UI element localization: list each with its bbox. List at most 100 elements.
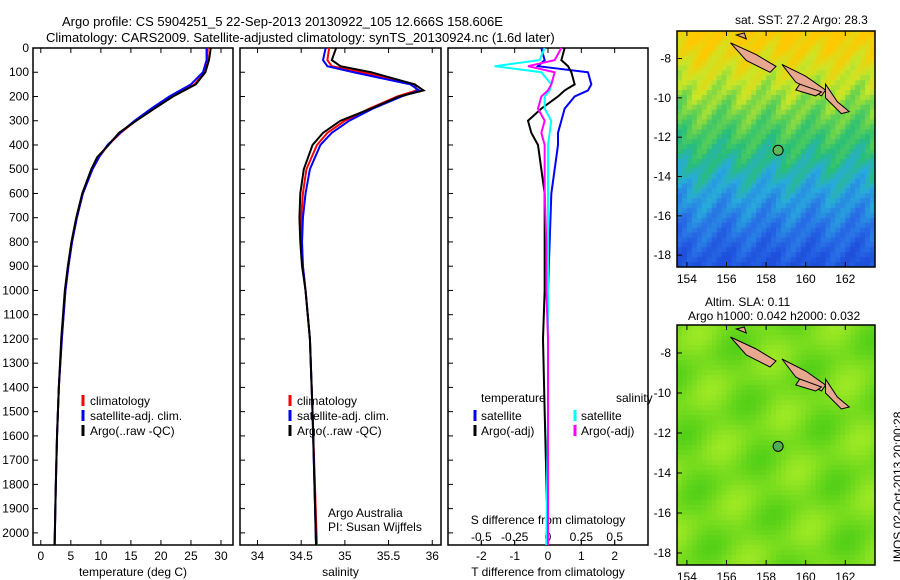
map-cell xyxy=(815,535,822,541)
map-cell xyxy=(756,445,762,451)
map-cell xyxy=(870,445,876,451)
map-cell xyxy=(771,475,777,481)
map-cell xyxy=(761,232,767,238)
map-cell xyxy=(731,168,737,175)
map-cell xyxy=(691,510,698,516)
map-cell xyxy=(706,375,713,381)
map-cell xyxy=(795,262,802,268)
map-cell xyxy=(711,90,718,96)
map-cell xyxy=(726,550,732,556)
map-cell xyxy=(790,139,797,145)
map-cell xyxy=(850,114,856,120)
map-cell xyxy=(741,163,747,170)
map-cell xyxy=(870,390,876,396)
map-cell xyxy=(805,335,812,341)
map-cell xyxy=(785,325,792,331)
map-cell xyxy=(736,50,742,57)
map-cell xyxy=(691,149,698,155)
map-cell xyxy=(805,134,812,140)
map-cell xyxy=(805,198,812,204)
map-cell xyxy=(701,555,708,561)
map-cell xyxy=(795,40,802,47)
map-cell xyxy=(870,119,876,125)
map-cell xyxy=(845,415,851,421)
map-cell xyxy=(711,60,718,66)
map-cell xyxy=(840,40,846,47)
map-cell xyxy=(870,114,876,120)
map-cell xyxy=(815,445,822,451)
map-cell xyxy=(711,149,718,155)
map-cell xyxy=(686,109,693,116)
map-cell xyxy=(766,40,772,47)
map-cell xyxy=(810,530,817,536)
map-cell xyxy=(776,80,782,86)
map-cell xyxy=(835,540,841,546)
map-cell xyxy=(830,45,836,52)
map-cell xyxy=(701,85,708,91)
map-cell xyxy=(790,325,797,331)
map-cell xyxy=(785,31,792,37)
map-cell xyxy=(677,435,683,441)
map-cell xyxy=(840,535,846,541)
map-cell xyxy=(746,188,752,194)
map-cell xyxy=(800,350,807,356)
map-cell xyxy=(835,212,841,219)
map-cell xyxy=(681,232,688,238)
map-cell xyxy=(696,530,703,536)
map-cell xyxy=(830,55,836,61)
map-cell xyxy=(795,183,802,189)
map-cell xyxy=(761,335,767,341)
map-cell xyxy=(766,203,772,209)
x-tick-label: 162 xyxy=(835,272,855,286)
map-cell xyxy=(790,515,797,521)
map-cell xyxy=(711,375,718,381)
map-cell xyxy=(721,35,727,42)
map-cell xyxy=(815,80,822,86)
map-cell xyxy=(726,515,732,521)
map-cell xyxy=(736,430,742,436)
map-cell xyxy=(870,50,876,57)
map-cell xyxy=(746,139,752,145)
map-cell xyxy=(790,262,797,268)
map-cell xyxy=(780,198,787,204)
map-cell xyxy=(780,247,787,253)
map-cell xyxy=(701,385,708,391)
map-cell xyxy=(850,94,856,101)
map-cell xyxy=(820,405,826,411)
map-cell xyxy=(741,70,747,76)
map-cell xyxy=(691,555,698,561)
map-cell xyxy=(677,153,683,160)
map-cell xyxy=(850,515,856,521)
map-cell xyxy=(706,153,713,160)
map-cell xyxy=(840,425,846,431)
map-cell xyxy=(771,340,777,346)
map-cell xyxy=(706,465,713,471)
map-cell xyxy=(766,375,772,381)
map-cell xyxy=(726,109,732,116)
map-cell xyxy=(860,124,866,130)
map-cell xyxy=(721,193,727,199)
map-cell xyxy=(701,70,708,76)
map-cell xyxy=(865,465,871,471)
map-cell xyxy=(771,515,777,521)
map-cell xyxy=(711,445,718,451)
map-cell xyxy=(800,520,807,526)
map-cell xyxy=(870,335,876,341)
map-cell xyxy=(766,425,772,431)
map-cell xyxy=(681,134,688,140)
map-cell xyxy=(736,330,742,336)
map-cell xyxy=(855,114,861,120)
map-cell xyxy=(785,450,792,456)
map-cell xyxy=(706,360,713,366)
map-cell xyxy=(706,70,713,76)
map-cell xyxy=(711,350,718,356)
map-cell xyxy=(701,129,708,135)
map-cell xyxy=(761,505,767,511)
map-cell xyxy=(677,247,683,253)
map-cell xyxy=(810,99,817,106)
map-cell xyxy=(751,410,757,416)
map-cell xyxy=(820,505,826,511)
map-cell xyxy=(677,530,683,536)
map-cell xyxy=(795,203,802,209)
map-cell xyxy=(865,335,871,341)
